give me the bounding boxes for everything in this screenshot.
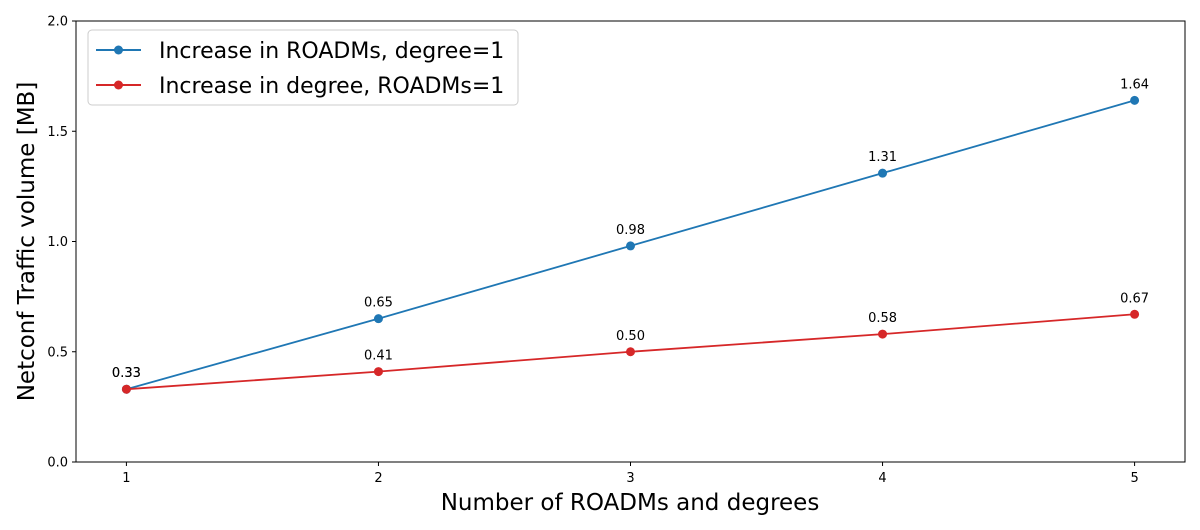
legend: Increase in ROADMs, degree=1 Increase in …: [87, 29, 519, 106]
data-label: 0.67: [1120, 291, 1149, 306]
legend-label: Increase in degree, ROADMs=1: [159, 74, 504, 99]
data-point: [1130, 95, 1140, 105]
x-tick-label: 1: [122, 471, 130, 486]
data-label: 0.41: [364, 349, 393, 364]
data-label: 0.33: [112, 366, 141, 381]
x-tick-label: 5: [1130, 471, 1138, 486]
x-axis: 1 2 3 4 5: [122, 462, 1139, 486]
y-tick-label: 2.0: [47, 15, 68, 30]
legend-box: [87, 29, 519, 106]
legend-marker: [114, 45, 123, 55]
data-label: 1.31: [868, 150, 897, 165]
data-label: 0.33: [112, 366, 141, 381]
data-point: [373, 314, 383, 324]
data-point: [878, 168, 888, 178]
legend-marker: [114, 80, 123, 90]
y-tick-label: 0.0: [47, 456, 68, 471]
y-axis-title: Netconf Traffic volume [MB]: [14, 82, 40, 402]
data-point: [878, 329, 888, 339]
y-tick-label: 1.5: [47, 125, 68, 140]
x-axis-title: Number of ROADMs and degrees: [441, 490, 820, 516]
data-point: [626, 241, 635, 251]
data-point: [626, 347, 635, 357]
series-layer: [121, 95, 1140, 394]
x-tick-label: 2: [374, 471, 382, 486]
y-axis: 0.0 0.5 1.0 1.5 2.0: [47, 15, 76, 471]
data-label: 0.98: [616, 223, 645, 238]
y-tick-label: 0.5: [47, 345, 68, 360]
x-tick-label: 3: [626, 471, 634, 486]
data-point: [373, 367, 383, 377]
x-tick-label: 4: [878, 471, 886, 486]
data-labels: 0.330.650.981.311.640.330.410.500.580.67: [112, 77, 1149, 381]
data-label: 0.65: [364, 296, 393, 311]
data-label: 0.50: [616, 329, 645, 344]
data-point: [1130, 309, 1140, 319]
data-label: 0.58: [868, 311, 897, 326]
data-label: 1.64: [1120, 77, 1149, 92]
y-tick-label: 1.0: [47, 235, 68, 250]
data-point: [121, 384, 131, 394]
legend-label: Increase in ROADMs, degree=1: [159, 39, 504, 64]
